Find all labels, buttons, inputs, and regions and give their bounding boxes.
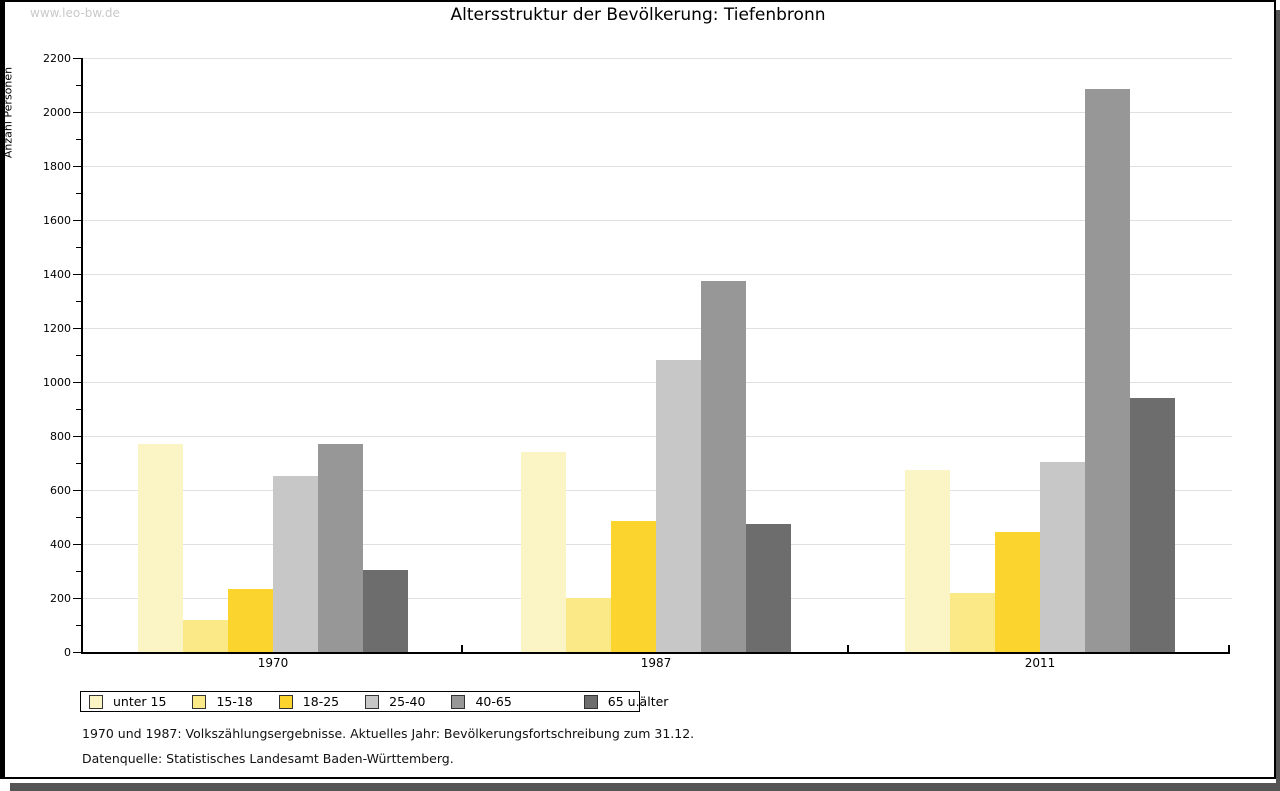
y-tick-200: [73, 598, 81, 599]
gridline-2000: [81, 112, 1232, 113]
legend-label: 18-25: [302, 694, 340, 709]
gridline-1600: [81, 220, 1232, 221]
x-boundary-tick-0: [461, 645, 463, 652]
y-tick-label-0: 0: [64, 646, 71, 659]
y-tick-label-1400: 1400: [43, 268, 71, 281]
bar-1970-18-25: [228, 589, 273, 652]
legend: unter 15 15-18 18-25 25-40 40-65 65 u.älter: [80, 691, 668, 712]
y-tick-100: [76, 625, 81, 626]
bar-1987-15-18: [566, 598, 611, 652]
y-tick-1100: [76, 355, 81, 356]
y-tick-label-400: 400: [50, 538, 71, 551]
bar-2011-40-65: [1085, 89, 1130, 652]
y-tick-label-1600: 1600: [43, 214, 71, 227]
legend-label: 40-65: [475, 694, 512, 709]
frame-shadow-bottom: [10, 783, 1280, 791]
y-tick-2200: [73, 58, 81, 59]
gridline-2200: [81, 58, 1232, 59]
y-tick-1000: [73, 382, 81, 383]
footer-note: 1970 und 1987: Volkszählungsergebnisse. …: [82, 726, 695, 741]
bar-1970-25-40: [273, 476, 318, 652]
y-tick-label-2000: 2000: [43, 106, 71, 119]
y-tick-label-1200: 1200: [43, 322, 71, 335]
y-tick-label-800: 800: [50, 430, 71, 443]
y-tick-0: [73, 652, 81, 653]
y-tick-label-1800: 1800: [43, 160, 71, 173]
bar-2011-18-25: [995, 532, 1040, 652]
legend-swatch-icon: [89, 694, 103, 709]
gridline-1400: [81, 274, 1232, 275]
y-axis-label: Anzahl Personen: [1, 66, 15, 159]
bar-1970-65 u.älter: [363, 570, 408, 652]
bar-2011-unter 15: [905, 470, 950, 652]
y-tick-400: [73, 544, 81, 545]
x-tick-label-2011: 2011: [1024, 656, 1056, 670]
legend-swatch-icon: [365, 694, 380, 709]
y-axis-line: [81, 58, 83, 652]
x-boundary-tick-2: [1228, 645, 1230, 652]
legend-label: 15-18: [216, 694, 253, 709]
watermark: www.leo-bw.de: [30, 6, 120, 20]
legend-item-unter 15: unter 15: [89, 694, 166, 709]
bar-2011-15-18: [950, 593, 995, 652]
gridline-1800: [81, 166, 1232, 167]
legend-item-40-65: 40-65: [451, 694, 512, 709]
y-tick-label-200: 200: [50, 592, 71, 605]
y-tick-1300: [76, 301, 81, 302]
y-tick-label-600: 600: [50, 484, 71, 497]
y-tick-1600: [73, 220, 81, 221]
gridline-1200: [81, 328, 1232, 329]
legend-label: unter 15: [113, 694, 167, 709]
y-tick-1500: [76, 247, 81, 248]
legend-item-65 u.älter: 65 u.älter: [583, 694, 669, 709]
y-tick-1700: [76, 193, 81, 194]
y-tick-1400: [73, 274, 81, 275]
bar-1970-unter 15: [138, 444, 183, 652]
y-tick-1200: [73, 328, 81, 329]
bar-1987-65 u.älter: [746, 524, 791, 652]
y-tick-500: [76, 517, 81, 518]
y-tick-label-2200: 2200: [43, 52, 71, 65]
y-tick-1900: [76, 139, 81, 140]
x-axis-line: [81, 652, 1230, 654]
legend-item-25-40: 25-40: [365, 694, 425, 709]
x-tick-label-1970: 1970: [257, 656, 289, 670]
legend-swatch-icon: [278, 694, 293, 709]
y-tick-300: [76, 571, 81, 572]
legend-label: 25-40: [389, 694, 426, 709]
y-tick-1800: [73, 166, 81, 167]
legend-swatch-icon: [192, 694, 207, 709]
footer-source: Datenquelle: Statistisches Landesamt Bad…: [82, 751, 454, 766]
bar-1970-40-65: [318, 444, 363, 652]
legend-item-15-18: 15-18: [192, 694, 253, 709]
legend-item-18-25: 18-25: [278, 694, 340, 709]
y-tick-2100: [76, 85, 81, 86]
legend-label: 65 u.älter: [607, 694, 669, 709]
x-boundary-tick-1: [847, 645, 849, 652]
x-tick-label-1987: 1987: [640, 656, 672, 670]
y-tick-700: [76, 463, 81, 464]
y-tick-600: [73, 490, 81, 491]
bar-2011-65 u.älter: [1130, 398, 1175, 652]
chart-title: Altersstruktur der Bevölkerung: Tiefenbr…: [450, 5, 826, 25]
frame-shadow-right: [1276, 10, 1280, 783]
legend-swatch-icon: [583, 694, 598, 709]
bar-2011-25-40: [1040, 462, 1085, 652]
y-tick-label-1000: 1000: [43, 376, 71, 389]
bar-1987-unter 15: [521, 452, 566, 652]
bar-1987-25-40: [656, 360, 701, 652]
bar-1970-15-18: [183, 620, 228, 652]
legend-swatch-icon: [451, 694, 466, 709]
bar-1987-18-25: [611, 521, 656, 652]
y-tick-900: [76, 409, 81, 410]
y-tick-2000: [73, 112, 81, 113]
bar-1987-40-65: [701, 281, 746, 652]
y-tick-800: [73, 436, 81, 437]
